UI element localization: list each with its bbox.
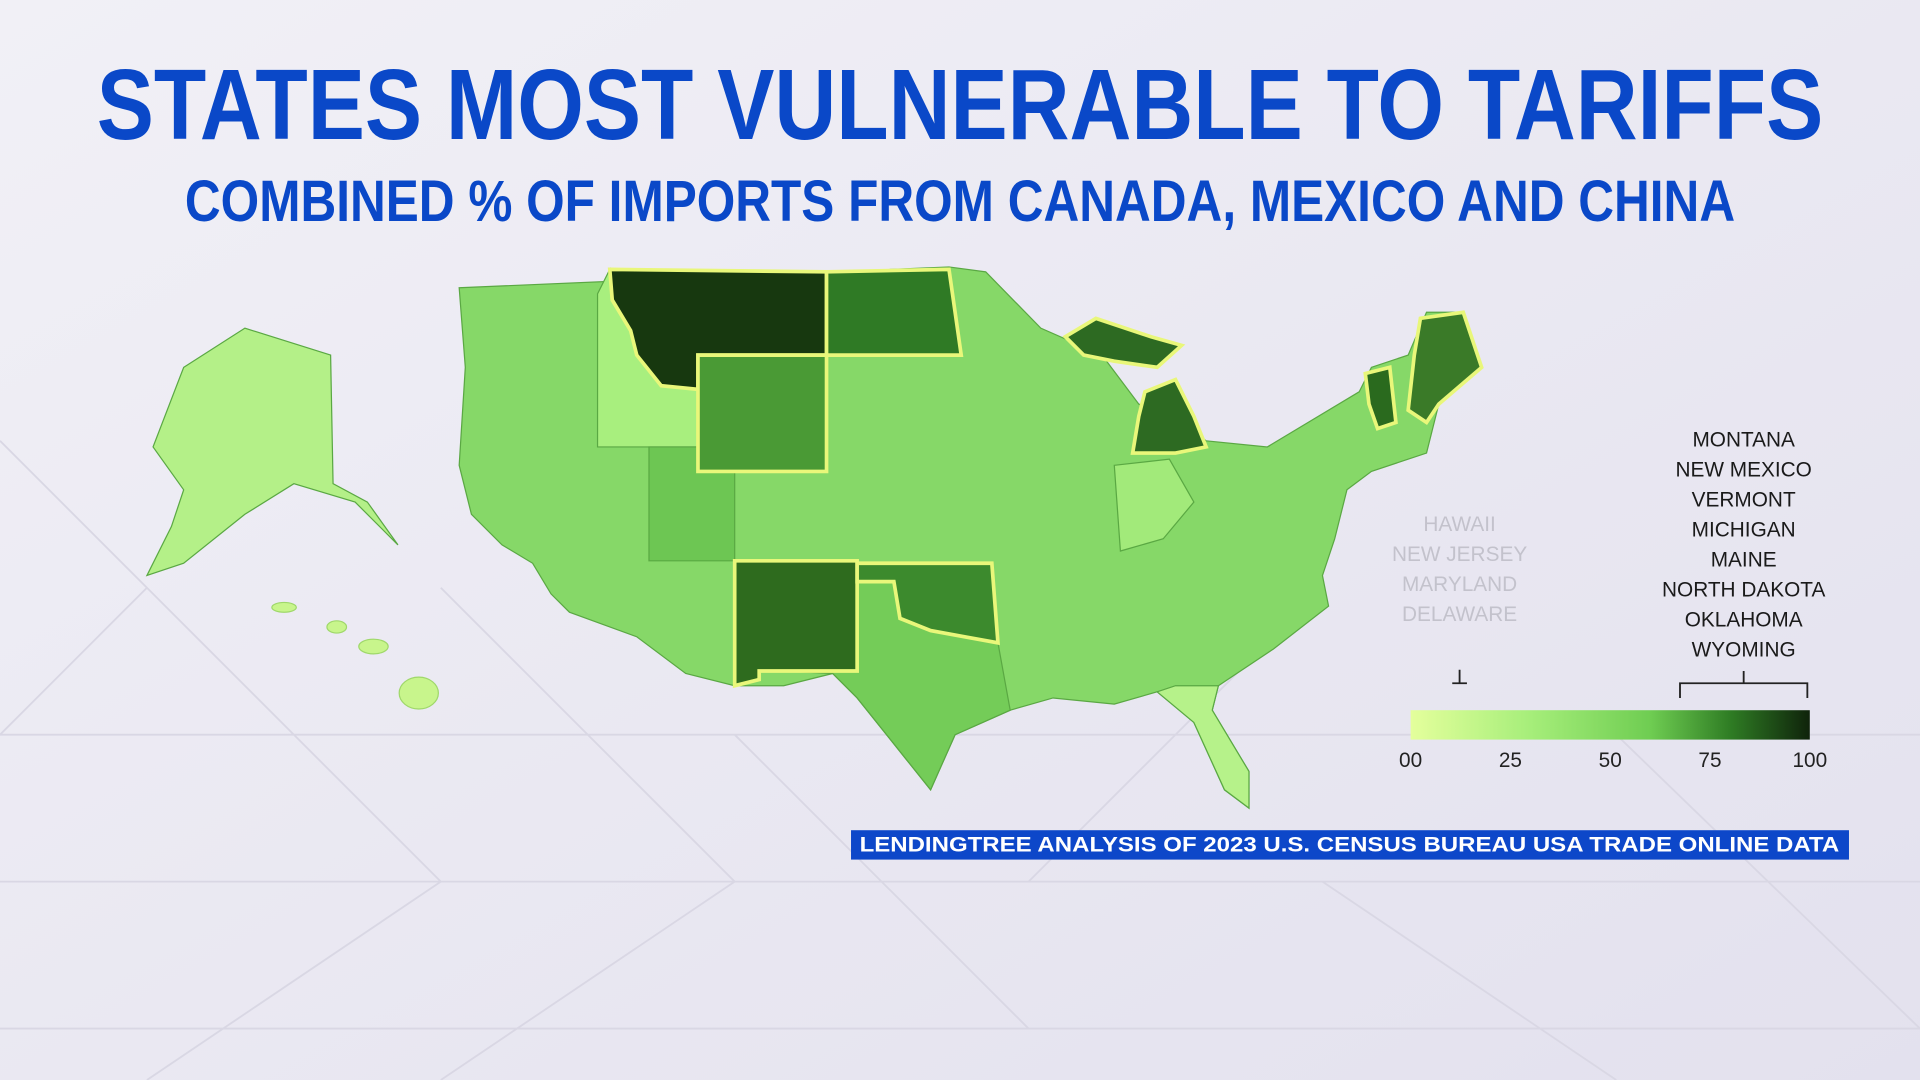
us-map (145, 266, 1484, 810)
state-michigan-upper (1062, 316, 1186, 370)
color-scale (1410, 710, 1810, 740)
legend (1410, 669, 1810, 740)
state-north-dakota (824, 267, 964, 357)
highest-state: NORTH DAKOTA (1662, 578, 1825, 601)
highest-state: MAINE (1711, 548, 1777, 571)
title: STATES MOST VULNERABLE TO TARIFFS (97, 49, 1824, 161)
source-banner (851, 830, 1849, 860)
lowest-state: HAWAII (1423, 513, 1495, 536)
legend-tick-label: 50 (1599, 749, 1622, 772)
state (1155, 685, 1250, 810)
high-bracket (1679, 671, 1809, 698)
subtitle: COMBINED % OF IMPORTS FROM CANADA, MEXIC… (185, 169, 1735, 234)
highest-state: OKLAHOMA (1685, 608, 1803, 631)
state-michigan (1130, 377, 1209, 455)
highest-state: MONTANA (1692, 428, 1795, 451)
legend-tick-label: 75 (1698, 749, 1721, 772)
state-hawaii (271, 601, 439, 710)
state-new-mexico (732, 558, 859, 689)
legend-tick-label: 100 (1792, 749, 1827, 772)
low-bracket (1452, 669, 1467, 685)
legend-tick-label: 25 (1499, 749, 1522, 772)
highest-state: VERMONT (1692, 488, 1796, 511)
highest-state: WYOMING (1692, 638, 1796, 661)
legend-tick-label: 00 (1399, 749, 1422, 772)
highest-state: MICHIGAN (1692, 518, 1796, 541)
state-maine (1406, 310, 1484, 425)
lowest-state: MARYLAND (1402, 573, 1517, 596)
state-alaska (145, 327, 399, 577)
state (1113, 458, 1195, 552)
background-pattern (0, 440, 1920, 1080)
highest-state: NEW MEXICO (1676, 458, 1812, 481)
lowest-state: DELAWARE (1402, 603, 1517, 626)
lowest-state: NEW JERSEY (1392, 543, 1527, 566)
source: LENDINGTREE ANALYSIS OF 2023 U.S. CENSUS… (860, 834, 1840, 857)
state-oklahoma (855, 561, 1000, 646)
state-wyoming (696, 353, 829, 474)
state-vermont (1363, 365, 1398, 431)
